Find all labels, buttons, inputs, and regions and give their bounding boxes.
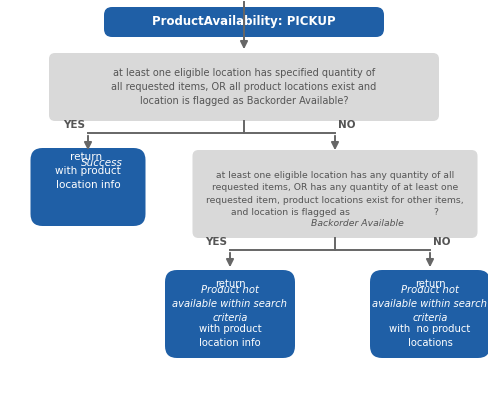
Text: NO: NO bbox=[432, 237, 449, 247]
Text: with  no product
locations: with no product locations bbox=[388, 324, 469, 348]
FancyBboxPatch shape bbox=[192, 150, 476, 238]
FancyBboxPatch shape bbox=[369, 270, 488, 358]
FancyBboxPatch shape bbox=[104, 7, 383, 37]
Text: at least one eligible location has specified quantity of
all requested items, OR: at least one eligible location has speci… bbox=[111, 67, 376, 106]
Text: return: return bbox=[414, 279, 445, 289]
FancyBboxPatch shape bbox=[30, 148, 145, 226]
Text: ProductAvailability: PICKUP: ProductAvailability: PICKUP bbox=[152, 16, 335, 29]
Text: Backorder Available: Backorder Available bbox=[310, 218, 403, 227]
Text: Product not
available within search
criteria: Product not available within search crit… bbox=[172, 285, 287, 323]
Text: at least one eligible location has any quantity of all
requested items, OR has a: at least one eligible location has any q… bbox=[206, 171, 463, 217]
Text: Product not
available within search
criteria: Product not available within search crit… bbox=[372, 285, 487, 323]
Text: return: return bbox=[214, 279, 245, 289]
Text: with product
location info: with product location info bbox=[198, 324, 261, 348]
FancyBboxPatch shape bbox=[164, 270, 294, 358]
Text: YES: YES bbox=[204, 237, 226, 247]
Text: YES: YES bbox=[63, 120, 85, 130]
Text: return 
with product
location info: return with product location info bbox=[55, 152, 121, 191]
Text: NO: NO bbox=[337, 120, 355, 130]
Text: Success: Success bbox=[81, 158, 122, 168]
FancyBboxPatch shape bbox=[49, 53, 438, 121]
